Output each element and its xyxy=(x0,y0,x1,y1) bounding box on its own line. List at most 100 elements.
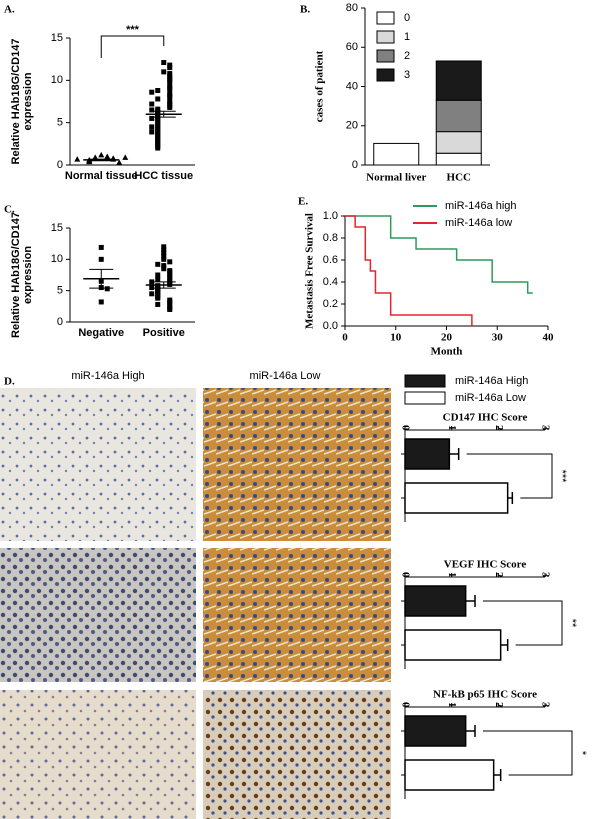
data-point xyxy=(149,291,155,297)
subplot-title: CD147 IHC Score xyxy=(443,412,528,424)
bar-segment xyxy=(435,131,482,154)
data-point xyxy=(161,69,167,75)
data-point xyxy=(98,256,104,262)
ihc-image xyxy=(0,388,196,541)
data-point xyxy=(104,286,110,292)
data-point xyxy=(167,73,173,79)
subplot-title: NF-kB p65 IHC Score xyxy=(433,689,537,701)
data-point xyxy=(86,158,93,165)
bar xyxy=(404,629,502,661)
bar-segment xyxy=(435,60,482,101)
data-point xyxy=(104,153,111,160)
error-bar xyxy=(465,725,476,737)
data-point xyxy=(167,300,173,306)
subplot-title: VEGF IHC Score xyxy=(444,559,527,571)
data-point xyxy=(155,295,161,301)
bar xyxy=(404,585,467,617)
legend-label: 3 xyxy=(404,69,410,81)
data-point xyxy=(122,154,129,160)
legend-label: 2 xyxy=(404,50,410,62)
legend-swatch xyxy=(376,68,395,82)
y-tick-label: 15 xyxy=(51,222,63,234)
y-tick-label: 80 xyxy=(346,2,358,14)
bar xyxy=(404,715,467,747)
data-point xyxy=(161,247,167,253)
data-point xyxy=(167,104,173,110)
x-tick-label: 3 xyxy=(539,572,551,578)
y-tick-label: 15 xyxy=(51,32,63,44)
y-axis-label: expression xyxy=(22,246,34,304)
significance-bracket xyxy=(483,730,573,776)
panel-label: A. xyxy=(4,4,15,16)
bar xyxy=(404,438,451,470)
data-point xyxy=(167,100,173,106)
data-point xyxy=(167,62,173,68)
data-point xyxy=(161,60,167,66)
x-tick-label: 3 xyxy=(539,702,551,708)
column-label: miR-146a Low xyxy=(250,370,321,382)
data-point xyxy=(167,90,173,96)
data-point xyxy=(116,159,123,165)
x-tick-label: 40 xyxy=(543,332,555,344)
significance-bracket xyxy=(466,453,553,499)
error-bar xyxy=(89,268,114,289)
x-tick-label: 0 xyxy=(399,702,411,708)
data-point xyxy=(149,124,155,130)
y-tick-label: 0.8 xyxy=(323,232,338,244)
data-point xyxy=(155,276,161,282)
x-tick-label: 1 xyxy=(446,425,458,431)
data-point xyxy=(167,77,173,83)
error-bar xyxy=(151,281,176,289)
bar-segment xyxy=(435,99,482,133)
x-tick-label: 0 xyxy=(342,332,348,344)
error-bar xyxy=(89,158,114,162)
survival-line xyxy=(345,215,533,294)
y-tick-label: 0 xyxy=(352,159,358,171)
data-point xyxy=(161,263,167,269)
legend-swatch xyxy=(376,11,395,25)
error-bar xyxy=(493,769,502,781)
ihc-image xyxy=(203,388,391,541)
significance-label: * xyxy=(576,751,588,756)
ihc-image xyxy=(0,690,196,819)
data-point xyxy=(155,145,161,151)
data-point xyxy=(167,259,173,265)
data-point xyxy=(149,285,155,291)
y-tick-label: 60 xyxy=(346,41,358,53)
panel-label: E. xyxy=(298,196,308,208)
data-point xyxy=(167,65,173,71)
data-point xyxy=(155,261,161,267)
data-point xyxy=(161,256,167,262)
data-point xyxy=(155,272,161,278)
data-point xyxy=(149,107,155,113)
legend-swatch xyxy=(376,30,395,44)
legend-label: 1 xyxy=(404,31,410,43)
data-point xyxy=(167,86,173,92)
error-bar xyxy=(151,110,176,118)
data-point xyxy=(98,244,104,250)
bar xyxy=(404,759,495,791)
error-bar xyxy=(500,639,509,651)
y-axis-label: cases of patient xyxy=(314,50,326,122)
x-tick-label: Positive xyxy=(143,327,185,339)
bar-segment xyxy=(373,142,420,166)
y-tick-label: 0.2 xyxy=(323,298,338,310)
ihc-image xyxy=(203,548,391,682)
legend-swatch xyxy=(376,49,395,63)
data-point xyxy=(149,89,155,95)
y-axis-label: Relative HAb18G/CD147 xyxy=(10,39,22,165)
y-tick-label: 10 xyxy=(51,253,63,265)
data-point xyxy=(161,266,167,272)
data-point xyxy=(161,244,167,250)
panel-label: C. xyxy=(4,204,15,216)
ihc-image xyxy=(0,548,196,682)
x-tick-label: Normal liver xyxy=(366,172,426,184)
data-point xyxy=(74,156,81,162)
data-point xyxy=(167,306,173,312)
error-bar xyxy=(465,595,476,607)
significance-bracket xyxy=(100,35,165,58)
legend-swatch xyxy=(404,391,446,405)
error-bar xyxy=(449,448,460,460)
legend-label: miR-146a low xyxy=(445,217,512,229)
data-point xyxy=(167,275,173,281)
